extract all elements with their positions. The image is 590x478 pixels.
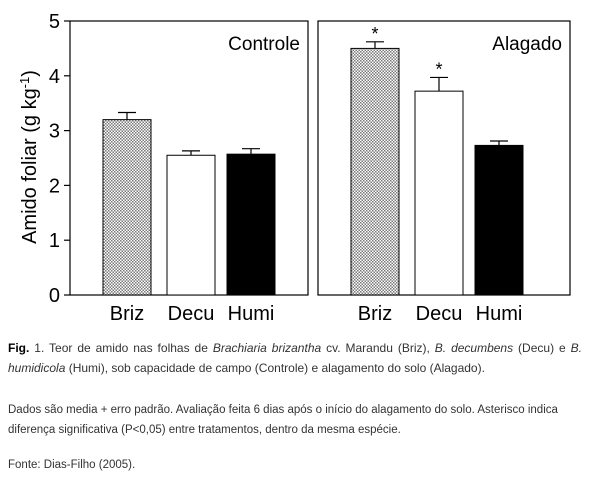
panel-controle: Controle 0 1 2 3 4 5 Briz Decu Humi xyxy=(49,11,309,325)
significance-marker: * xyxy=(435,59,442,79)
y-tick-label: 0 xyxy=(49,285,60,307)
species-decumbens: B. decumbens xyxy=(434,341,514,355)
x-tick-label: Decu xyxy=(416,303,463,325)
x-tick-label: Decu xyxy=(168,303,215,325)
caption-text-1: . Teor de amido nas folhas de xyxy=(40,341,213,355)
caption-text-4: (Humi), sob capacidade de campo (Control… xyxy=(65,361,485,375)
bar-chart: Amido foliar (g kg-1) Controle 0 1 2 3 4 5 Briz… xyxy=(17,11,571,325)
x-tick-label: Humi xyxy=(476,303,523,325)
y-axis-title: Amido foliar (g kg-1) xyxy=(17,70,41,244)
panel-title: Controle xyxy=(228,34,300,55)
y-axis-label-superscript: -1 xyxy=(17,77,32,89)
bar-decu xyxy=(414,90,464,296)
significance-marker: * xyxy=(371,24,378,44)
y-tick-label: 4 xyxy=(49,66,60,88)
species-humidicola: B. humidicola xyxy=(8,341,582,375)
bar-briz xyxy=(350,47,400,296)
x-tick-label: Briz xyxy=(110,303,144,325)
y-tick-label: 1 xyxy=(49,230,60,252)
y-tick-label: 5 xyxy=(49,11,60,33)
bar-briz xyxy=(102,119,152,296)
x-tick-label: Humi xyxy=(228,303,275,325)
bar-humi xyxy=(474,144,524,296)
y-tick-label: 3 xyxy=(49,121,60,143)
bar-humi xyxy=(226,153,276,296)
y-axis-label: Amido foliar (g kg-1) xyxy=(17,70,41,244)
caption-text-2: cv. Marandu (Briz), xyxy=(321,341,435,355)
bar-decu xyxy=(166,154,216,296)
figure-caption: Fig. 1. Teor de amido nas folhas de Brac… xyxy=(8,338,582,378)
figure-number: 1 xyxy=(34,341,41,355)
figure-label: Fig. xyxy=(8,341,30,355)
y-tick-label: 2 xyxy=(49,175,60,197)
species-brizantha: Brachiaria brizantha xyxy=(212,341,322,355)
x-tick-label: Briz xyxy=(358,303,392,325)
panel-title: Alagado xyxy=(492,34,562,55)
caption-source: Fonte: Dias-Filho (2005). xyxy=(8,459,136,471)
caption-notes: Dados são media + erro padrão. Avaliação… xyxy=(8,404,558,436)
caption-text-3: (Decu) e xyxy=(513,341,571,355)
panel-alagado: Alagado * Briz * Decu Humi xyxy=(317,20,571,325)
